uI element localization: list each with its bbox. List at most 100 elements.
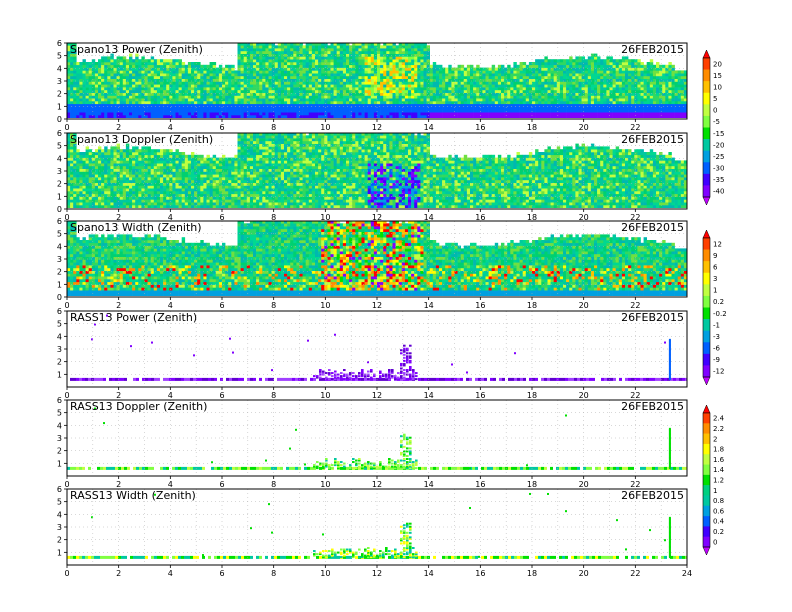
- x-tick-label: 14: [424, 391, 434, 400]
- colorbar-label: -30: [713, 165, 724, 173]
- colorbar-label: 0.2: [713, 298, 724, 306]
- colorbar-label: 2.4: [713, 415, 725, 423]
- grid: [67, 400, 687, 476]
- x-tick-label: 10: [320, 480, 330, 489]
- colorbar-label: -3: [713, 333, 720, 341]
- x-tick-label: 2: [116, 391, 121, 400]
- x-tick-label: 18: [527, 123, 537, 132]
- x-tick-label: 10: [320, 301, 330, 310]
- y-tick-label: 5: [57, 52, 62, 61]
- colorbar-label: 1: [713, 487, 717, 495]
- y-tick-label: 1: [57, 370, 62, 379]
- x-tick-label: 18: [527, 391, 537, 400]
- colorbar-label: 6: [713, 263, 718, 271]
- y-tick-label: 2: [57, 180, 62, 189]
- colorbar-label: 20: [713, 60, 722, 68]
- x-tick-label: 6: [219, 301, 224, 310]
- panel-date: 26FEB2015: [621, 489, 684, 502]
- x-tick-label: 4: [168, 123, 173, 132]
- x-tick-label: 8: [271, 213, 276, 222]
- colorbar-label: -9: [713, 356, 720, 364]
- y-tick-label: 4: [57, 242, 62, 251]
- x-tick-label: 18: [527, 480, 537, 489]
- y-tick-label: 0: [57, 115, 62, 124]
- colorbar-label: -5: [713, 118, 720, 126]
- x-tick-label: 12: [372, 213, 382, 222]
- panel-title: Spano13 Doppler (Zenith): [70, 133, 213, 146]
- x-tick-label: 14: [424, 480, 434, 489]
- x-tick-label: 14: [424, 213, 434, 222]
- x-tick-label: 12: [372, 569, 382, 578]
- x-tick-label: 12: [372, 123, 382, 132]
- grid: [67, 133, 687, 209]
- x-tick-label: 4: [168, 213, 173, 222]
- x-tick-label: 6: [219, 213, 224, 222]
- x-tick-label: 6: [219, 480, 224, 489]
- colorbar-label: -6: [713, 345, 721, 353]
- grid: [67, 311, 687, 387]
- colorbar-label: 1: [713, 287, 717, 295]
- y-tick-label: 4: [57, 154, 62, 163]
- panel-date: 26FEB2015: [621, 221, 684, 234]
- y-tick-label: 2: [57, 90, 62, 99]
- x-tick-label: 10: [320, 123, 330, 132]
- y-tick-label: 4: [57, 64, 62, 73]
- colorbar-label: 0.2: [713, 528, 724, 536]
- y-tick-label: 6: [57, 396, 62, 405]
- panel-title: RASS13 Power (Zenith): [70, 311, 197, 324]
- y-tick-label: 2: [57, 268, 62, 277]
- y-tick-label: 6: [57, 217, 62, 226]
- x-tick-label: 20: [579, 213, 589, 222]
- x-tick-label: 22: [630, 213, 640, 222]
- y-tick-label: 2: [57, 358, 62, 367]
- x-tick-label: 8: [271, 480, 276, 489]
- y-tick-label: 4: [57, 332, 62, 341]
- x-tick-label: 16: [475, 391, 485, 400]
- y-tick-label: 2: [57, 447, 62, 456]
- x-tick-label: 2: [116, 569, 121, 578]
- y-tick-label: 5: [57, 409, 62, 418]
- y-tick-label: 1: [57, 280, 62, 289]
- x-tick-label: 8: [271, 569, 276, 578]
- panel-title: Spano13 Width (Zenith): [70, 221, 202, 234]
- y-tick-label: 1: [57, 548, 62, 557]
- colorbar-cb_width: 12 9 6 3 1 0.2 -0.2 -1 -3 -6 -9 -12: [702, 229, 727, 386]
- x-tick-label: 20: [579, 123, 589, 132]
- y-tick-label: 5: [57, 498, 62, 507]
- y-tick-label: 5: [57, 142, 62, 151]
- y-tick-label: 3: [57, 255, 62, 264]
- colorbar-label: 12: [713, 240, 722, 248]
- colorbar-label: -35: [713, 176, 724, 184]
- colorbar-label: 10: [713, 83, 722, 91]
- y-tick-label: 0: [57, 293, 62, 302]
- colorbar-label: 1.2: [713, 477, 724, 485]
- colorbar-label: -25: [713, 153, 724, 161]
- data-cells: [67, 407, 687, 470]
- x-tick-label: 0: [64, 569, 69, 578]
- colorbar-cb_doppler: 2.4 2.2 2 1.8 1.6 1.4 1.2 1 0.8 0.6 0.4 0.2 0: [702, 404, 725, 556]
- x-tick-label: 18: [527, 569, 537, 578]
- x-tick-label: 10: [320, 569, 330, 578]
- y-tick-label: 3: [57, 523, 62, 532]
- grid: [67, 489, 687, 565]
- colorbar-label: 15: [713, 72, 722, 80]
- y-tick-label: 0: [57, 205, 62, 214]
- x-tick-label: 2: [116, 123, 121, 132]
- x-tick-label: 12: [372, 480, 382, 489]
- data-cells: [67, 43, 687, 118]
- colorbar-label: 9: [713, 252, 717, 260]
- x-tick-label: 16: [475, 301, 485, 310]
- x-tick-label: 20: [579, 391, 589, 400]
- y-tick-label: 1: [57, 102, 62, 111]
- panel-title: RASS13 Width (Zenith): [70, 489, 196, 502]
- colorbar-label: -15: [713, 130, 724, 138]
- y-tick-label: 6: [57, 485, 62, 494]
- x-tick-label: 6: [219, 569, 224, 578]
- x-tick-label: 22: [630, 569, 640, 578]
- x-tick-label: 12: [372, 301, 382, 310]
